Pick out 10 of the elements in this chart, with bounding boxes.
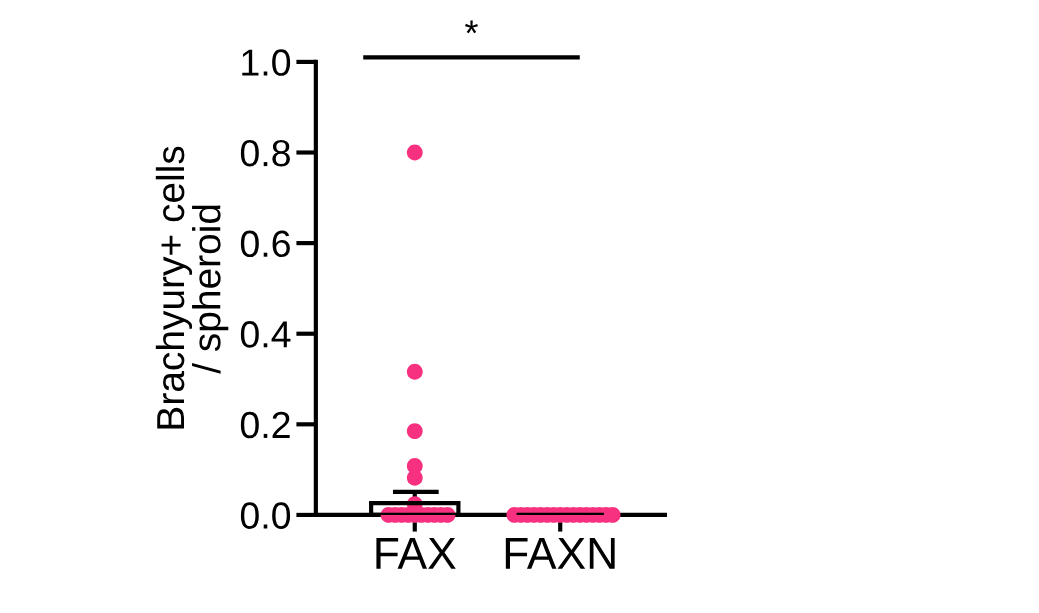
y-tick-label: 0.8 xyxy=(240,139,290,167)
y-tick-label: 0.0 xyxy=(240,502,291,529)
y-tick-label: 0.2 xyxy=(240,411,290,439)
y-tick-label: 0.4 xyxy=(240,321,291,348)
y-tick-label: 1.0 xyxy=(242,49,291,76)
x-tick-label: FAXN xyxy=(505,538,615,569)
y-axis-title: Brachyury+ cells / spheroid xyxy=(155,146,229,429)
x-tick-label: FAX xyxy=(376,538,456,569)
y-tick-label: 0.6 xyxy=(240,230,290,258)
text: * xyxy=(465,20,478,34)
